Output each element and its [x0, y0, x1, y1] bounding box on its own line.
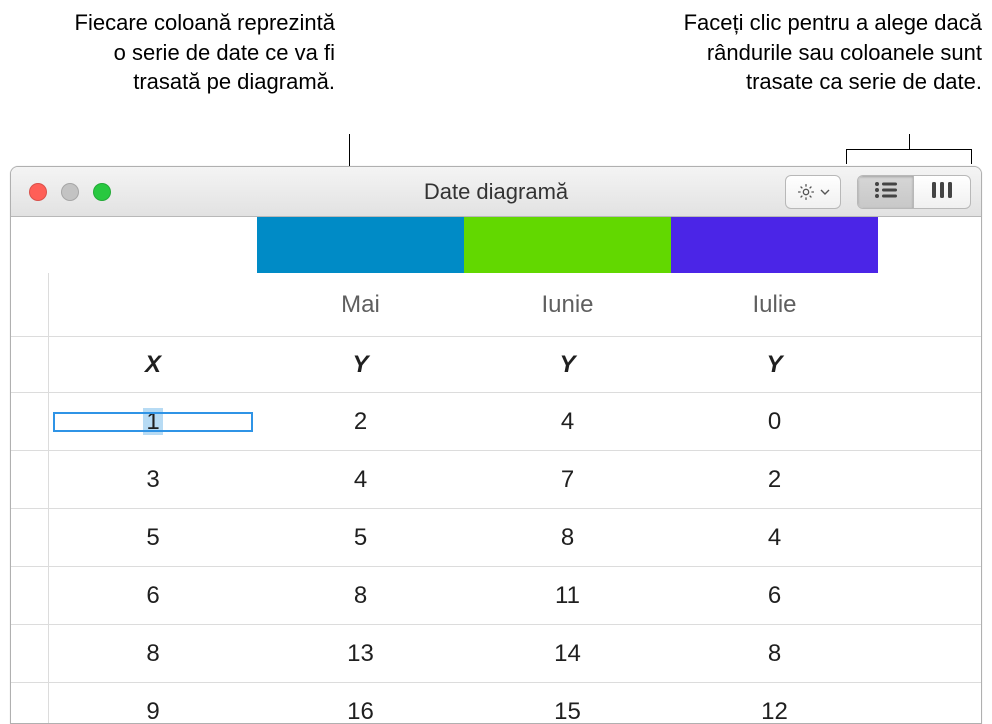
- table-row: 5584: [11, 509, 981, 567]
- chart-data-table: Mai Iunie Iulie X Y Y Y 1240347255846811…: [11, 217, 981, 724]
- series-3-color[interactable]: [671, 217, 878, 273]
- x-cell[interactable]: 3: [49, 466, 257, 494]
- y-cell[interactable]: 13: [257, 640, 464, 668]
- y-cell[interactable]: 2: [671, 466, 878, 494]
- x-cell[interactable]: 8: [49, 640, 257, 668]
- callout-rows-columns-toggle: Faceți clic pentru a alege dacă rânduril…: [657, 8, 982, 97]
- y-cell[interactable]: 15: [464, 698, 671, 724]
- plot-rows-button[interactable]: [858, 176, 914, 208]
- table-row: 68116: [11, 567, 981, 625]
- chevron-down-icon: [820, 187, 830, 197]
- toolbar-right: [785, 175, 971, 209]
- x-header: X: [49, 351, 257, 379]
- traffic-lights: [11, 183, 111, 201]
- series-1-color[interactable]: [257, 217, 464, 273]
- month-header-row: Mai Iunie Iulie: [11, 273, 981, 337]
- y-cell[interactable]: 12: [671, 698, 878, 724]
- settings-menu-button[interactable]: [785, 175, 841, 209]
- series-color-strip: [11, 217, 981, 273]
- y-cell[interactable]: 16: [257, 698, 464, 724]
- x-cell[interactable]: 1: [49, 408, 257, 436]
- y-header: Y: [257, 351, 464, 379]
- columns-icon: [930, 180, 954, 205]
- y-cell[interactable]: 4: [671, 524, 878, 552]
- y-cell[interactable]: 7: [464, 466, 671, 494]
- y-header: Y: [464, 351, 671, 379]
- gear-icon: [796, 182, 816, 202]
- y-cell[interactable]: 8: [464, 524, 671, 552]
- series-2-name[interactable]: Iunie: [464, 291, 671, 319]
- rows-icon: [873, 181, 899, 204]
- table-row: 3472: [11, 451, 981, 509]
- window-titlebar: Date diagramă: [11, 167, 981, 217]
- table-row: 813148: [11, 625, 981, 683]
- y-cell[interactable]: 4: [464, 408, 671, 436]
- series-3-name[interactable]: Iulie: [671, 291, 878, 319]
- y-cell[interactable]: 2: [257, 408, 464, 436]
- series-1-name[interactable]: Mai: [257, 291, 464, 319]
- y-header: Y: [671, 351, 878, 379]
- table-row: 1240: [11, 393, 981, 451]
- chart-data-window: Date diagramă: [10, 166, 982, 724]
- callout-bracket: [846, 134, 972, 164]
- y-cell[interactable]: 14: [464, 640, 671, 668]
- callout-column-series: Fiecare coloană reprezintă o serie de da…: [60, 8, 335, 97]
- y-cell[interactable]: 5: [257, 524, 464, 552]
- close-button[interactable]: [29, 183, 47, 201]
- x-cell[interactable]: 9: [49, 698, 257, 724]
- plot-columns-button[interactable]: [914, 176, 970, 208]
- y-cell[interactable]: 11: [464, 582, 671, 610]
- zoom-button[interactable]: [93, 183, 111, 201]
- y-cell[interactable]: 0: [671, 408, 878, 436]
- y-cell[interactable]: 8: [671, 640, 878, 668]
- y-cell[interactable]: 6: [671, 582, 878, 610]
- table-row: 9161512: [11, 683, 981, 724]
- y-cell[interactable]: 4: [257, 466, 464, 494]
- y-cell[interactable]: 8: [257, 582, 464, 610]
- series-2-color[interactable]: [464, 217, 671, 273]
- axis-header-row: X Y Y Y: [11, 337, 981, 393]
- x-cell[interactable]: 6: [49, 582, 257, 610]
- rows-columns-segmented-control: [857, 175, 971, 209]
- x-cell[interactable]: 5: [49, 524, 257, 552]
- minimize-button[interactable]: [61, 183, 79, 201]
